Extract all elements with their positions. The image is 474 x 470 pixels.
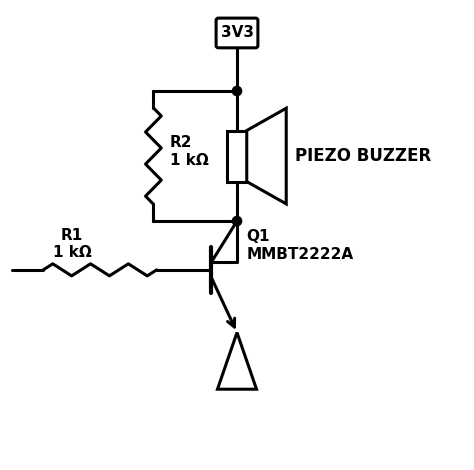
Polygon shape	[218, 333, 256, 389]
Bar	[227, 131, 247, 181]
Text: R2
1 kΩ: R2 1 kΩ	[170, 135, 209, 168]
Text: Q1
MMBT2222A: Q1 MMBT2222A	[246, 229, 354, 262]
Circle shape	[232, 216, 242, 226]
Text: 3V3: 3V3	[220, 25, 254, 40]
Circle shape	[232, 86, 242, 96]
FancyBboxPatch shape	[216, 18, 258, 48]
Text: R1
1 kΩ: R1 1 kΩ	[53, 228, 91, 260]
Text: PIEZO BUZZER: PIEZO BUZZER	[295, 147, 431, 165]
Polygon shape	[247, 108, 286, 204]
